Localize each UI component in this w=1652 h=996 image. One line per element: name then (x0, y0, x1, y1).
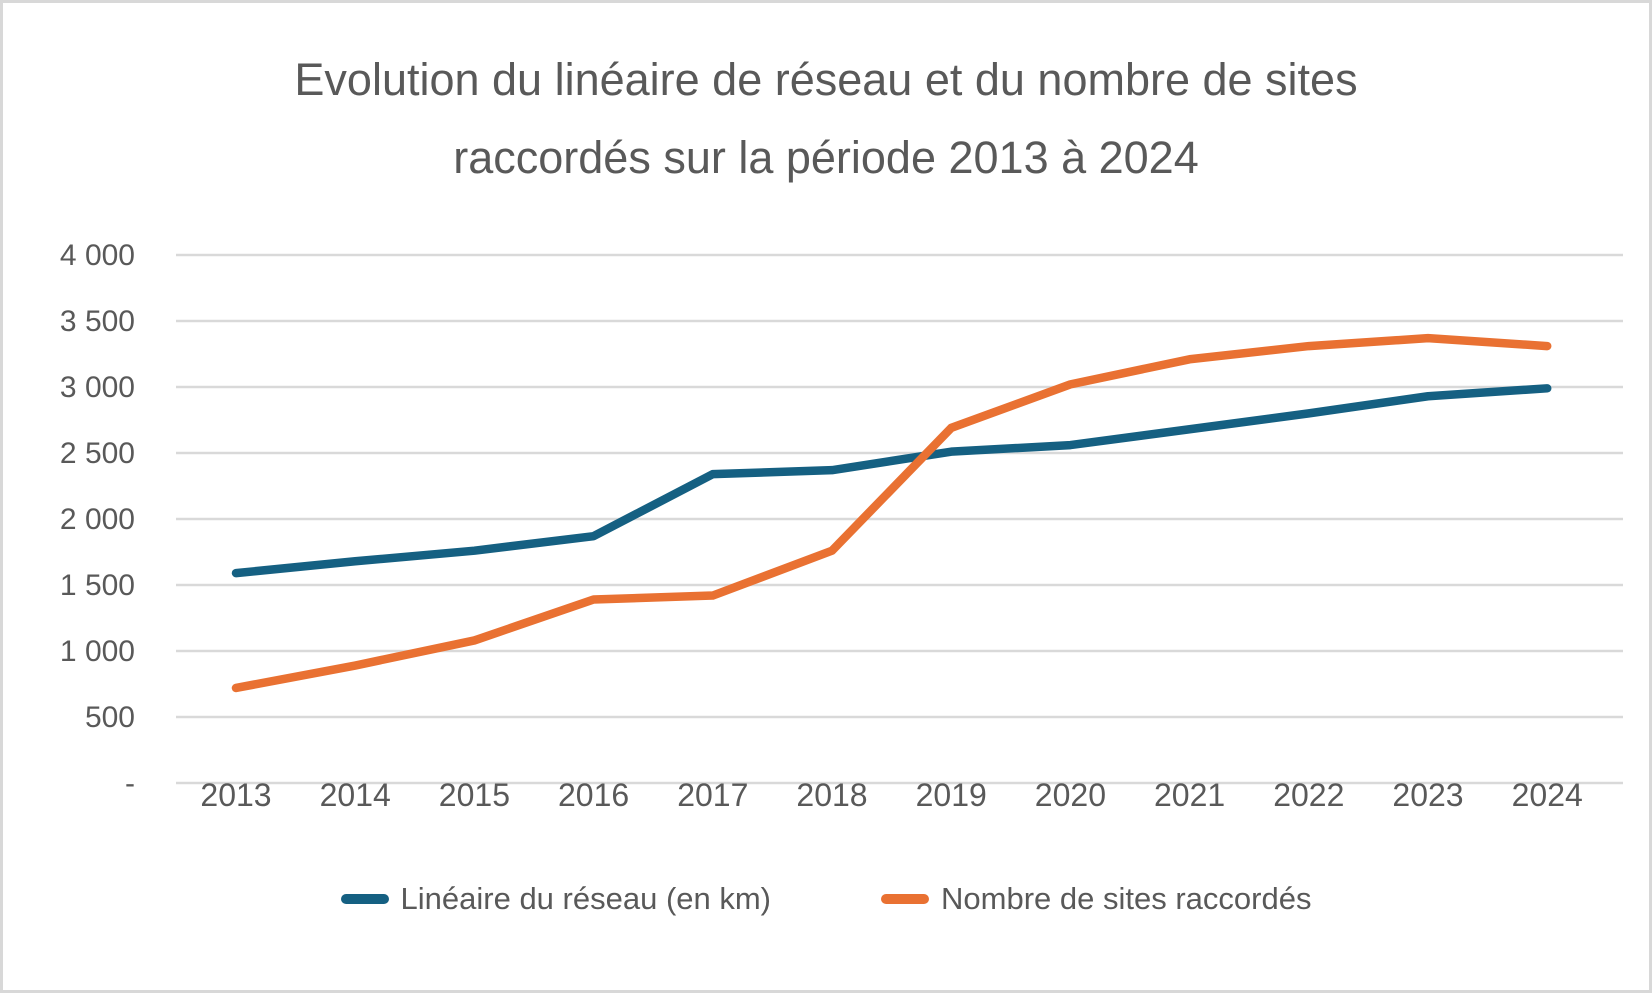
y-axis-tick-label: 2 500 (60, 437, 135, 470)
x-axis-tick-label: 2023 (1392, 777, 1463, 813)
plot-area: - 500 1 000 1 500 2 000 2 500 3 000 3 500 4 000 2… (60, 239, 1623, 813)
series-line-1 (231, 333, 1552, 693)
legend-line-marker (881, 894, 930, 904)
chart-legend: Linéaire du réseau (en km) Nombre de site… (3, 881, 1649, 917)
legend-label: Nombre de sites raccordés (941, 881, 1312, 916)
legend-item-0: Linéaire du réseau (en km) (340, 881, 772, 917)
y-axis-tick-label: 4 000 (60, 239, 135, 272)
legend-line-marker (340, 894, 389, 904)
x-axis-tick-label: 2015 (439, 777, 510, 813)
series-line-0 (231, 384, 1552, 578)
x-axis-tick-label: 2019 (916, 777, 987, 813)
x-axis-tick-label: 2021 (1154, 777, 1225, 813)
y-axis-tick-label: 2 000 (60, 503, 135, 536)
chart-title: Evolution du linéaire de réseau et du no… (294, 54, 1358, 183)
y-axis-tick-label: 1 000 (60, 635, 135, 668)
legend-label: Linéaire du réseau (en km) (400, 881, 772, 916)
y-axis-tick-label: 3 500 (60, 305, 135, 338)
y-axis-tick-label: 500 (85, 701, 135, 734)
y-axis-tick-label: - (125, 767, 135, 800)
x-axis-tick-label: 2020 (1035, 777, 1106, 813)
x-axis-tick-label: 2024 (1512, 777, 1583, 813)
y-axis-tick-label: 3 000 (60, 371, 135, 404)
legend-item-1: Nombre de sites raccordés (881, 881, 1311, 917)
x-axis-tick-label: 2016 (558, 777, 629, 813)
y-axis-tick-label: 1 500 (60, 569, 135, 602)
x-axis-tick-label: 2022 (1273, 777, 1344, 813)
x-axis-tick-label: 2014 (320, 777, 391, 813)
x-axis-tick-label: 2017 (677, 777, 748, 813)
x-axis-tick-label: 2013 (200, 777, 271, 813)
x-axis-tick-label: 2018 (796, 777, 867, 813)
